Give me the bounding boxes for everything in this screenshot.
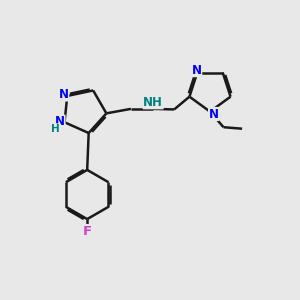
Text: NH: NH <box>143 96 163 109</box>
Text: N: N <box>59 88 69 101</box>
Text: N: N <box>55 115 65 128</box>
Text: N: N <box>208 107 219 121</box>
Text: H: H <box>50 124 59 134</box>
Text: N: N <box>192 64 202 76</box>
Text: F: F <box>82 225 92 238</box>
